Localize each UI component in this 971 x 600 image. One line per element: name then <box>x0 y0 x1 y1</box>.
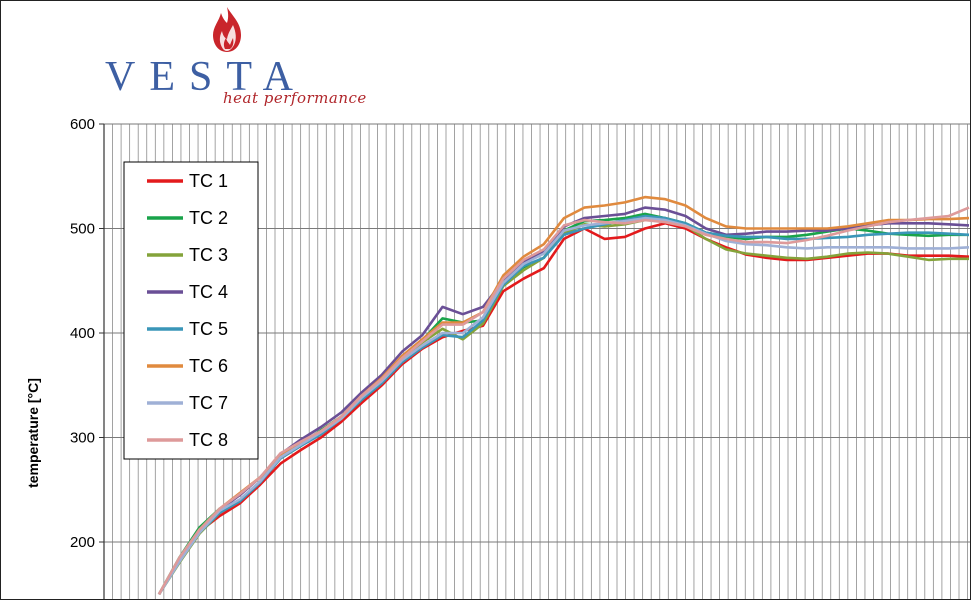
legend-label: TC 1 <box>189 171 228 191</box>
y-axis: 200 300 400 500 600 <box>70 116 105 599</box>
legend-label: TC 3 <box>189 245 228 265</box>
vesta-logo: VESTA heat performance <box>105 5 375 117</box>
flame-icon <box>213 7 241 52</box>
series-line-tc-1 <box>157 222 970 595</box>
y-tick-label: 600 <box>70 116 95 133</box>
legend-box <box>123 161 259 460</box>
y-tick-label: 300 <box>70 430 95 447</box>
legend-label: TC 8 <box>189 430 228 450</box>
legend-label: TC 2 <box>189 208 228 228</box>
series-line-tc-8 <box>157 206 970 595</box>
legend-label: TC 7 <box>189 393 228 413</box>
y-axis-label: temperature [°C] <box>25 378 41 488</box>
series-line-tc-7 <box>157 216 970 595</box>
y-tick-label: 200 <box>70 534 95 551</box>
brand-name: VESTA <box>105 54 307 100</box>
legend-label: TC 5 <box>189 319 228 339</box>
brand-tagline: heat performance <box>223 89 367 107</box>
legend-label: TC 6 <box>189 356 228 376</box>
legend: TC 1 TC 2 TC 3 TC 4 TC 5 TC 6 TC 7 TC 8 <box>123 161 259 460</box>
series-lines <box>157 195 970 596</box>
y-tick-label: 500 <box>70 221 95 238</box>
y-tick-label: 400 <box>70 325 95 342</box>
legend-label: TC 4 <box>189 282 228 302</box>
